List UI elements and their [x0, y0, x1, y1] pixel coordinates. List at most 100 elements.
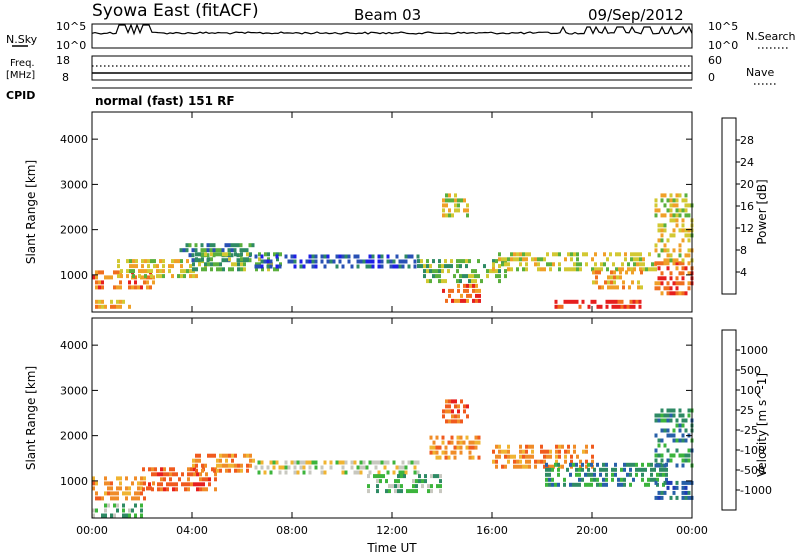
- heatmap-cell: [134, 503, 137, 508]
- heatmap-cell: [516, 459, 519, 464]
- heatmap-cell: [192, 458, 195, 463]
- heatmap-cell: [457, 414, 460, 419]
- heatmap-cell: [657, 463, 661, 468]
- heatmap-cell: [569, 482, 572, 487]
- heatmap-cell: [190, 482, 193, 487]
- heatmap-cell: [257, 264, 261, 269]
- heatmap-cell: [129, 269, 132, 274]
- heatmap-cell: [132, 274, 135, 279]
- heatmap-cell: [660, 198, 664, 203]
- heatmap-cell: [638, 299, 642, 304]
- heatmap-cell: [242, 248, 246, 253]
- heatmap-cell: [448, 409, 451, 414]
- heatmap-cell: [684, 266, 688, 271]
- heatmap-cell: [240, 267, 243, 272]
- heatmap-cell: [468, 450, 472, 455]
- heatmap-cell: [203, 248, 207, 253]
- heatmap-cell: [572, 462, 575, 467]
- heatmap-cell: [613, 280, 616, 285]
- heatmap-cell: [287, 465, 291, 470]
- heatmap-cell: [308, 460, 312, 465]
- heatmap-cell: [660, 463, 664, 468]
- heatmap-cell: [101, 304, 104, 309]
- heatmap-cell: [260, 460, 264, 465]
- heatmap-cell: [681, 281, 685, 286]
- heatmap-cell: [684, 490, 688, 495]
- heatmap-cell: [401, 470, 405, 475]
- heatmap-cell: [457, 298, 460, 303]
- heatmap-cell: [107, 503, 110, 508]
- heatmap-cell: [214, 477, 217, 482]
- heatmap-cell: [681, 261, 685, 266]
- heatmap-cell: [239, 243, 243, 248]
- heatmap-cell: [594, 267, 597, 272]
- heatmap-cell: [362, 259, 366, 264]
- heatmap-cell: [675, 480, 679, 485]
- heatmap-cell: [254, 264, 258, 269]
- heatmap-cell: [459, 440, 463, 445]
- heatmap-cell: [126, 269, 129, 274]
- heatmap-cell: [323, 460, 327, 465]
- heatmap-cell: [137, 481, 140, 486]
- heatmap-cell: [350, 460, 354, 465]
- heatmap-cell: [504, 269, 507, 274]
- heatmap-cell: [672, 261, 676, 266]
- heatmap-cell: [374, 465, 378, 470]
- heatmap-cell: [578, 304, 582, 309]
- heatmap-cell: [356, 264, 360, 269]
- heatmap-cell: [603, 262, 606, 267]
- heatmap-cell: [430, 484, 433, 489]
- heatmap-cell: [125, 496, 128, 501]
- heatmap-cell: [329, 460, 333, 465]
- heatmap-cell: [669, 208, 673, 213]
- heatmap-cell: [663, 248, 667, 253]
- heatmap-cell: [519, 444, 522, 449]
- heatmap-cell: [427, 484, 430, 489]
- heatmap-cell: [95, 304, 98, 309]
- heatmap-cell: [231, 458, 234, 463]
- heatmap-cell: [356, 259, 360, 264]
- heatmap-cell: [663, 276, 667, 281]
- heatmap-cell: [320, 470, 324, 475]
- heatmap-cell: [426, 279, 429, 284]
- heatmap-cell: [240, 463, 243, 468]
- heatmap-cell: [228, 267, 231, 272]
- heatmap-cell: [555, 252, 558, 257]
- heatmap-cell: [573, 444, 576, 449]
- heatmap-cell: [635, 299, 639, 304]
- heatmap-cell: [672, 413, 676, 418]
- heatmap-cell: [92, 476, 95, 481]
- heatmap-cell: [654, 418, 658, 423]
- heatmap-cell: [669, 253, 673, 258]
- heatmap-cell: [619, 275, 622, 280]
- heatmap-cell: [462, 274, 465, 279]
- heatmap-cell: [591, 459, 594, 464]
- heatmap-cell: [341, 264, 345, 269]
- heatmap-cell: [572, 299, 576, 304]
- heatmap-cell: [590, 462, 593, 467]
- heatmap-cell: [143, 481, 146, 486]
- heatmap-cell: [233, 248, 237, 253]
- heatmap-cell: [666, 266, 670, 271]
- heatmap-cell: [631, 270, 634, 275]
- heatmap-cell: [642, 267, 645, 272]
- heatmap-cell: [681, 418, 685, 423]
- heatmap-cell: [379, 479, 382, 484]
- heatmap-cell: [134, 275, 137, 280]
- velocity-colorbar-label: Velocity [m s^-1]: [755, 373, 769, 477]
- nave-label: Nave: [746, 66, 774, 79]
- heatmap-cell: [119, 285, 122, 290]
- heatmap-cell: [592, 280, 595, 285]
- heatmap-cell: [495, 464, 498, 469]
- colorbar-tick-label: 20: [740, 178, 754, 191]
- heatmap-cell: [681, 433, 685, 438]
- heatmap-cell: [183, 274, 186, 279]
- heatmap-cell: [254, 465, 258, 470]
- heatmap-cell: [445, 404, 448, 409]
- heatmap-cell: [654, 198, 658, 203]
- heatmap-cell: [284, 460, 288, 465]
- heatmap-cell: [116, 503, 119, 508]
- heatmap-cell: [660, 453, 664, 458]
- heatmap-cell: [187, 472, 190, 477]
- heatmap-cell: [681, 490, 685, 495]
